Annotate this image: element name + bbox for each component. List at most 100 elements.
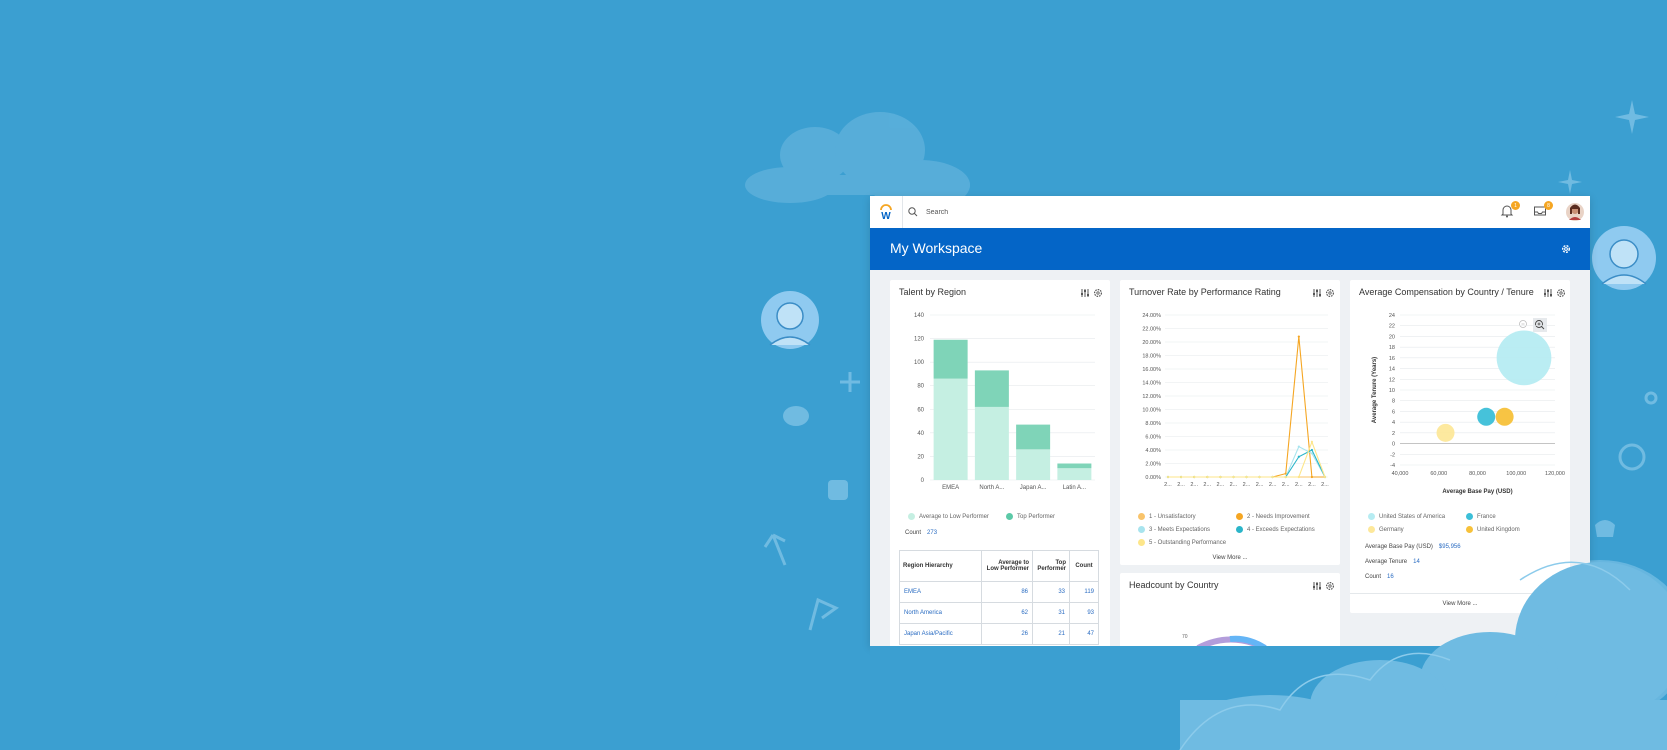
settings-gear-icon[interactable] bbox=[1556, 288, 1566, 298]
legend-label: Average to Low Performer bbox=[919, 513, 989, 520]
y-tick-label: 16 bbox=[1389, 356, 1395, 362]
table-cell[interactable]: 47 bbox=[1069, 623, 1099, 645]
talent-bar-chart: 0 20 40 60 80 100 120 140 EMEA North A... Japan A.… bbox=[914, 313, 1095, 491]
column-header: Region Hierarchy bbox=[899, 550, 982, 582]
bar-top bbox=[933, 339, 968, 379]
y-tick-label: 0 bbox=[1392, 442, 1395, 448]
legend-item-meets-expectations: 3 - Meets Expectations bbox=[1138, 526, 1210, 533]
table-cell[interactable]: 26 bbox=[981, 623, 1033, 645]
table-cell[interactable]: 119 bbox=[1069, 581, 1099, 603]
legend-label: France bbox=[1477, 513, 1496, 520]
table-row: Japan Asia/Pacific 26 21 47 bbox=[899, 623, 1099, 645]
legend-label: United States of America bbox=[1379, 513, 1446, 520]
table-cell[interactable]: 86 bbox=[981, 581, 1033, 603]
x-tick-label: 120,000 bbox=[1545, 471, 1565, 477]
y-tick-label: 2.00% bbox=[1145, 462, 1161, 468]
settings-gear-icon[interactable] bbox=[1325, 581, 1335, 591]
x-tick-label: 2... bbox=[1203, 482, 1211, 488]
legend-label: Top Performer bbox=[1017, 513, 1056, 520]
bar-low bbox=[974, 406, 1009, 480]
filter-sliders-icon[interactable] bbox=[1543, 288, 1553, 298]
stat-value[interactable]: 14 bbox=[1413, 559, 1420, 565]
y-tick-label: 14 bbox=[1389, 367, 1395, 373]
series-point bbox=[1232, 475, 1235, 479]
divider bbox=[1350, 593, 1570, 594]
card-title: Average Compensation by Country / Tenure bbox=[1359, 287, 1534, 297]
filter-sliders-icon[interactable] bbox=[1312, 581, 1322, 591]
x-tick-label: EMEA bbox=[942, 485, 959, 491]
thumb-deco bbox=[828, 480, 848, 500]
view-more-link[interactable]: View More ... bbox=[1212, 555, 1248, 561]
x-tick-label: North A... bbox=[979, 485, 1004, 491]
view-more-link[interactable]: View More ... bbox=[1442, 601, 1478, 607]
series-point bbox=[1219, 475, 1222, 479]
zoom-in-icon[interactable] bbox=[1533, 318, 1547, 332]
y-tick-label: 2 bbox=[1392, 431, 1395, 437]
x-tick-label: 2... bbox=[1217, 482, 1225, 488]
star-deco bbox=[1615, 100, 1649, 134]
inbox-button[interactable]: 8 bbox=[1533, 201, 1553, 220]
zoom-out-icon[interactable] bbox=[1518, 319, 1530, 331]
table-cell[interactable]: 93 bbox=[1069, 602, 1099, 624]
legend-swatch bbox=[908, 513, 915, 520]
legend-label: United Kingdom bbox=[1477, 526, 1520, 533]
stat-count: Count 16 bbox=[1365, 574, 1394, 580]
bubble bbox=[1436, 423, 1455, 442]
table-cell[interactable]: 62 bbox=[981, 602, 1033, 624]
legend-swatch bbox=[1368, 526, 1375, 533]
notifications-badge: 1 bbox=[1511, 201, 1520, 210]
x-tick-label: 2... bbox=[1190, 482, 1198, 488]
settings-gear-icon[interactable] bbox=[1325, 288, 1335, 298]
bubble bbox=[1496, 330, 1552, 386]
count-label: Count bbox=[905, 530, 922, 536]
y-tick-label: 0.00% bbox=[1145, 475, 1161, 481]
count-value[interactable]: 273 bbox=[927, 530, 938, 536]
headcount-tick-label: 70 bbox=[1182, 634, 1188, 640]
settings-gear-icon[interactable] bbox=[1093, 288, 1103, 298]
region-link[interactable]: North America bbox=[899, 602, 982, 624]
table-cell[interactable]: 31 bbox=[1032, 602, 1070, 624]
y-tick-label: 20.00% bbox=[1142, 340, 1161, 346]
y-tick-label: 18.00% bbox=[1142, 354, 1161, 360]
column-header: Top Performer bbox=[1032, 550, 1070, 582]
talent-by-region-card: Talent by Region 0 20 40 60 80 100 120 140 EMEA N… bbox=[890, 280, 1110, 646]
card-tools bbox=[1080, 288, 1103, 298]
table-cell[interactable]: 33 bbox=[1032, 581, 1070, 603]
workday-logo[interactable]: W bbox=[870, 196, 903, 228]
x-tick-label: Latin A... bbox=[1063, 485, 1087, 491]
workspace-settings-gear-icon[interactable] bbox=[1560, 243, 1572, 255]
x-tick-label: 2... bbox=[1177, 482, 1185, 488]
series-line bbox=[1168, 445, 1326, 478]
y-tick-label: -2 bbox=[1390, 452, 1395, 458]
x-tick-label: 2... bbox=[1230, 482, 1238, 488]
legend-label: 4 - Exceeds Expectations bbox=[1247, 526, 1315, 533]
arrow-deco bbox=[763, 533, 787, 566]
y-tick-label: 12 bbox=[1389, 377, 1395, 383]
page-title: My Workspace bbox=[890, 240, 983, 256]
stat-value[interactable]: 16 bbox=[1387, 574, 1394, 580]
bubble bbox=[1477, 407, 1496, 426]
y-tick-label: -4 bbox=[1390, 463, 1395, 469]
series-point bbox=[1284, 472, 1287, 475]
filter-sliders-icon[interactable] bbox=[1312, 288, 1322, 298]
plus-deco bbox=[840, 372, 860, 392]
notifications-button[interactable]: 1 bbox=[1500, 201, 1520, 220]
region-link[interactable]: Japan Asia/Pacific bbox=[899, 623, 982, 645]
legend-swatch bbox=[1236, 526, 1243, 533]
x-tick-label: 2... bbox=[1282, 482, 1290, 488]
card-tools bbox=[1543, 288, 1566, 298]
user-avatar[interactable] bbox=[1566, 203, 1584, 221]
stat-value[interactable]: $95,956 bbox=[1438, 544, 1461, 550]
series-point bbox=[1297, 475, 1300, 479]
search-input[interactable] bbox=[924, 207, 1128, 217]
legend-swatch bbox=[1466, 513, 1473, 520]
card-title: Headcount by Country bbox=[1129, 580, 1219, 590]
filter-sliders-icon[interactable] bbox=[1080, 288, 1090, 298]
x-tick-label: 2... bbox=[1164, 482, 1172, 488]
table-cell[interactable]: 21 bbox=[1032, 623, 1070, 645]
legend-item-low: Average to Low Performer bbox=[908, 513, 989, 520]
bell-deco bbox=[1595, 520, 1615, 537]
count-summary: Count 273 bbox=[905, 530, 937, 536]
region-link[interactable]: EMEA bbox=[899, 581, 982, 603]
